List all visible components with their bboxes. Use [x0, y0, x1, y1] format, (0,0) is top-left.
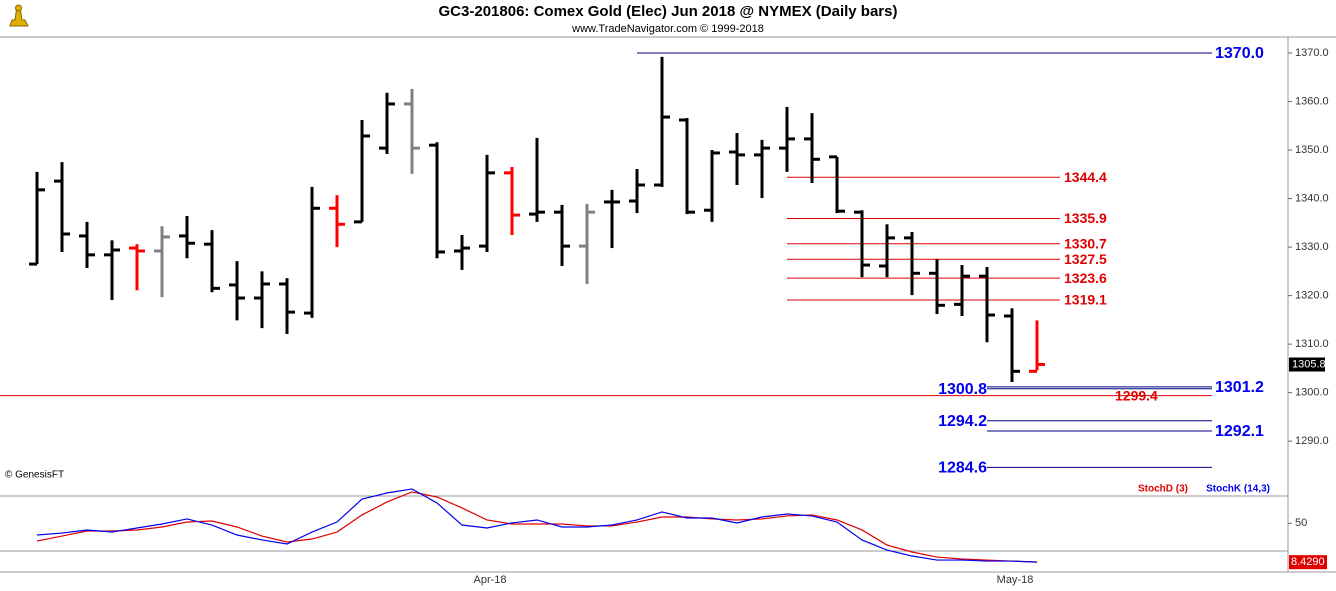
last-price-label: 1305.8: [1292, 358, 1326, 370]
y-tick-label: 1320.0: [1295, 290, 1329, 302]
level-label: 1330.7: [1064, 235, 1107, 251]
y-tick-label: 1290.0: [1295, 435, 1329, 447]
logo: [9, 4, 29, 27]
level-label: 1370.0: [1215, 45, 1264, 62]
level-label: 1323.6: [1064, 270, 1107, 286]
level-label: 1319.1: [1064, 292, 1107, 308]
last-value-box: [1289, 555, 1327, 570]
chart-subtitle: www.TradeNavigator.com © 1999-2018: [571, 23, 764, 35]
y-tick-label: 1360.0: [1295, 95, 1329, 107]
y-tick-label: 1310.0: [1295, 338, 1329, 350]
y-tick-label: 50: [1295, 517, 1307, 529]
stoch-line: [36, 488, 1038, 563]
level-label: 1294.2: [938, 413, 987, 430]
credit: © GenesisFT: [5, 470, 64, 481]
last-value-label: 8.4290: [1291, 556, 1325, 568]
legend-entry: StochK (14,3): [1206, 484, 1270, 495]
stoch-line: [36, 491, 1038, 563]
x-tick-label: Apr-18: [473, 574, 506, 586]
legend-entry: StochD (3): [1138, 484, 1188, 495]
level-label: 1344.4: [1064, 169, 1107, 185]
y-tick-label: 1370.0: [1295, 47, 1329, 59]
level-label: 1284.6: [938, 460, 987, 477]
y-tick-label: 1330.0: [1295, 241, 1329, 253]
y-tick-label: 1340.0: [1295, 192, 1329, 204]
y-tick-label: 1300.0: [1295, 387, 1329, 399]
level-label: 1299.4: [1115, 387, 1158, 403]
level-label: 1300.8: [938, 381, 987, 398]
x-tick-label: May-18: [997, 574, 1034, 586]
y-tick-label: 1350.0: [1295, 144, 1329, 156]
last-price-box: [1289, 357, 1325, 372]
level-label: 1292.1: [1215, 423, 1264, 440]
level-label: 1301.2: [1215, 379, 1264, 396]
chart-title: GC3-201806: Comex Gold (Elec) Jun 2018 @…: [439, 3, 898, 20]
level-label: 1335.9: [1064, 210, 1107, 226]
level-label: 1327.5: [1064, 251, 1107, 267]
